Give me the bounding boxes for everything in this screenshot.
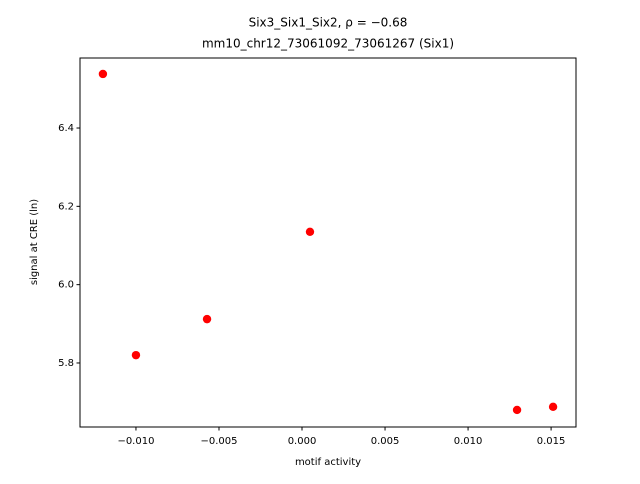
point [98, 69, 108, 79]
point [305, 227, 315, 236]
y-tick-label: 6.2 [58, 201, 74, 212]
point [512, 405, 522, 415]
x-tick-label: −0.005 [200, 436, 237, 447]
y-axis-label: signal at CRE (ln) [29, 199, 40, 285]
x-axis-label: motif activity [295, 457, 361, 468]
x-tick-label: 0.005 [371, 436, 400, 447]
y-tick-label: 6.4 [58, 123, 74, 134]
chart-title: Six3_Six1_Six2, ρ = −0.68 [249, 16, 408, 30]
x-tick-label: −0.010 [117, 436, 154, 447]
y-tick-label: 6.0 [58, 280, 74, 291]
chart-subtitle: mm10_chr12_73061092_73061267 (Six1) [202, 37, 454, 51]
point [548, 402, 558, 412]
x-tick-label: 0.010 [454, 436, 483, 447]
axes-frame [79, 57, 577, 428]
point [202, 314, 212, 324]
x-tick-label: 0.000 [288, 436, 317, 447]
point [131, 350, 141, 360]
y-tick-label: 5.8 [58, 358, 74, 369]
x-tick-label: 0.015 [537, 436, 566, 447]
